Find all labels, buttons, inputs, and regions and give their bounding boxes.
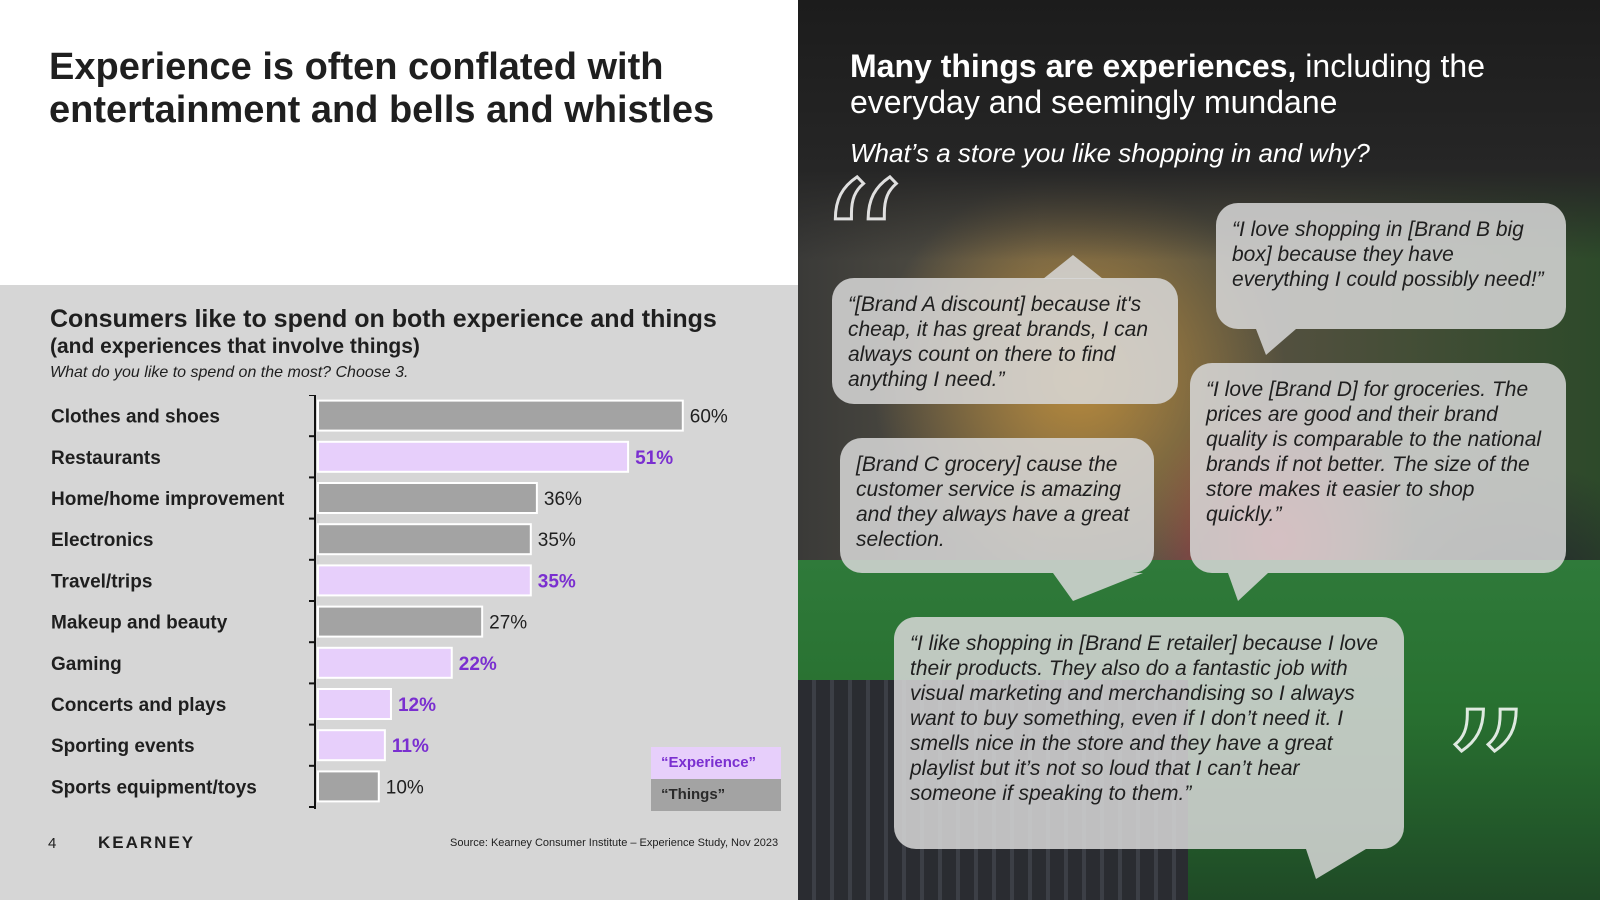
- quote-bubble-brand-e: “I like shopping in [Brand E retailer] b…: [894, 617, 1404, 849]
- category-label: Sporting events: [51, 736, 195, 757]
- legend-experience: “Experience”: [651, 747, 781, 779]
- bar-experience: [317, 564, 532, 597]
- value-label: 11%: [392, 736, 429, 757]
- right-heading-bold: Many things are experiences,: [850, 48, 1297, 84]
- source-note: Source: Kearney Consumer Institute – Exp…: [450, 837, 779, 849]
- bar-things: [317, 482, 538, 514]
- bubble-tail: [1256, 329, 1296, 355]
- slide-title: Experience is often conflated with enter…: [49, 46, 715, 131]
- value-label: 60%: [690, 407, 728, 428]
- bar-experience: [317, 688, 392, 720]
- category-label: Concerts and plays: [51, 695, 226, 716]
- chart-question: What do you like to spend on the most? C…: [50, 364, 409, 381]
- bar-things: [317, 523, 532, 556]
- value-label: 51%: [635, 448, 673, 469]
- chart-panel: Consumers like to spend on both experien…: [0, 285, 798, 900]
- value-label: 22%: [459, 654, 497, 675]
- right-heading: Many things are experiences, including t…: [850, 48, 1570, 120]
- page-number: 4: [48, 835, 57, 852]
- bar-experience: [317, 440, 630, 473]
- bar-things: [317, 605, 484, 638]
- quote-bubble-brand-c: [Brand C grocery] cause the customer ser…: [840, 438, 1154, 573]
- value-label: 35%: [538, 530, 576, 551]
- category-label: Electronics: [51, 530, 153, 551]
- right-heading-rest: including the everyday and seemingly mun…: [850, 48, 1485, 120]
- category-label: Travel/trips: [51, 571, 152, 592]
- category-label: Restaurants: [51, 448, 161, 469]
- bar-experience: [317, 646, 453, 679]
- value-label: 36%: [544, 489, 582, 510]
- bubble-tail: [1053, 573, 1143, 601]
- chart-subtitle: (and experiences that involve things): [50, 335, 420, 358]
- bar-experience: [317, 729, 386, 762]
- category-label: Gaming: [51, 654, 122, 675]
- value-label: 12%: [398, 695, 436, 716]
- category-label: Home/home improvement: [51, 489, 285, 510]
- bubble-tail: [1043, 255, 1103, 279]
- brand-logo: KEARNEY: [98, 833, 196, 852]
- category-label: Clothes and shoes: [51, 407, 220, 428]
- close-quote-icon: ”: [1442, 676, 1532, 874]
- value-label: 35%: [538, 571, 576, 592]
- quotes-panel: Many things are experiences, including t…: [798, 0, 1600, 900]
- legend-things: “Things”: [651, 779, 781, 811]
- bar-things: [317, 399, 684, 432]
- bar-things: [317, 770, 380, 803]
- value-label: 27%: [489, 613, 527, 634]
- quote-bubble-brand-a: “[Brand A discount] because it's cheap, …: [832, 278, 1178, 404]
- quote-bubble-brand-d: “I love [Brand D] for groceries. The pri…: [1190, 363, 1566, 573]
- bubble-tail: [1228, 573, 1268, 601]
- title-area: Experience is often conflated with enter…: [0, 0, 798, 285]
- category-label: Sports equipment/toys: [51, 777, 257, 798]
- survey-question: What’s a store you like shopping in and …: [850, 138, 1370, 168]
- quote-bubble-brand-b: “I love shopping in [Brand B big box] be…: [1216, 203, 1566, 329]
- bubble-tail: [1306, 849, 1366, 879]
- value-label: 10%: [386, 777, 424, 798]
- category-label: Makeup and beauty: [51, 613, 228, 634]
- chart-title: Consumers like to spend on both experien…: [50, 305, 717, 333]
- chart-legend: “Experience” “Things”: [651, 747, 781, 811]
- bar-chart: Clothes and shoes 60% Restaurants 51% Home/h…: [51, 395, 728, 809]
